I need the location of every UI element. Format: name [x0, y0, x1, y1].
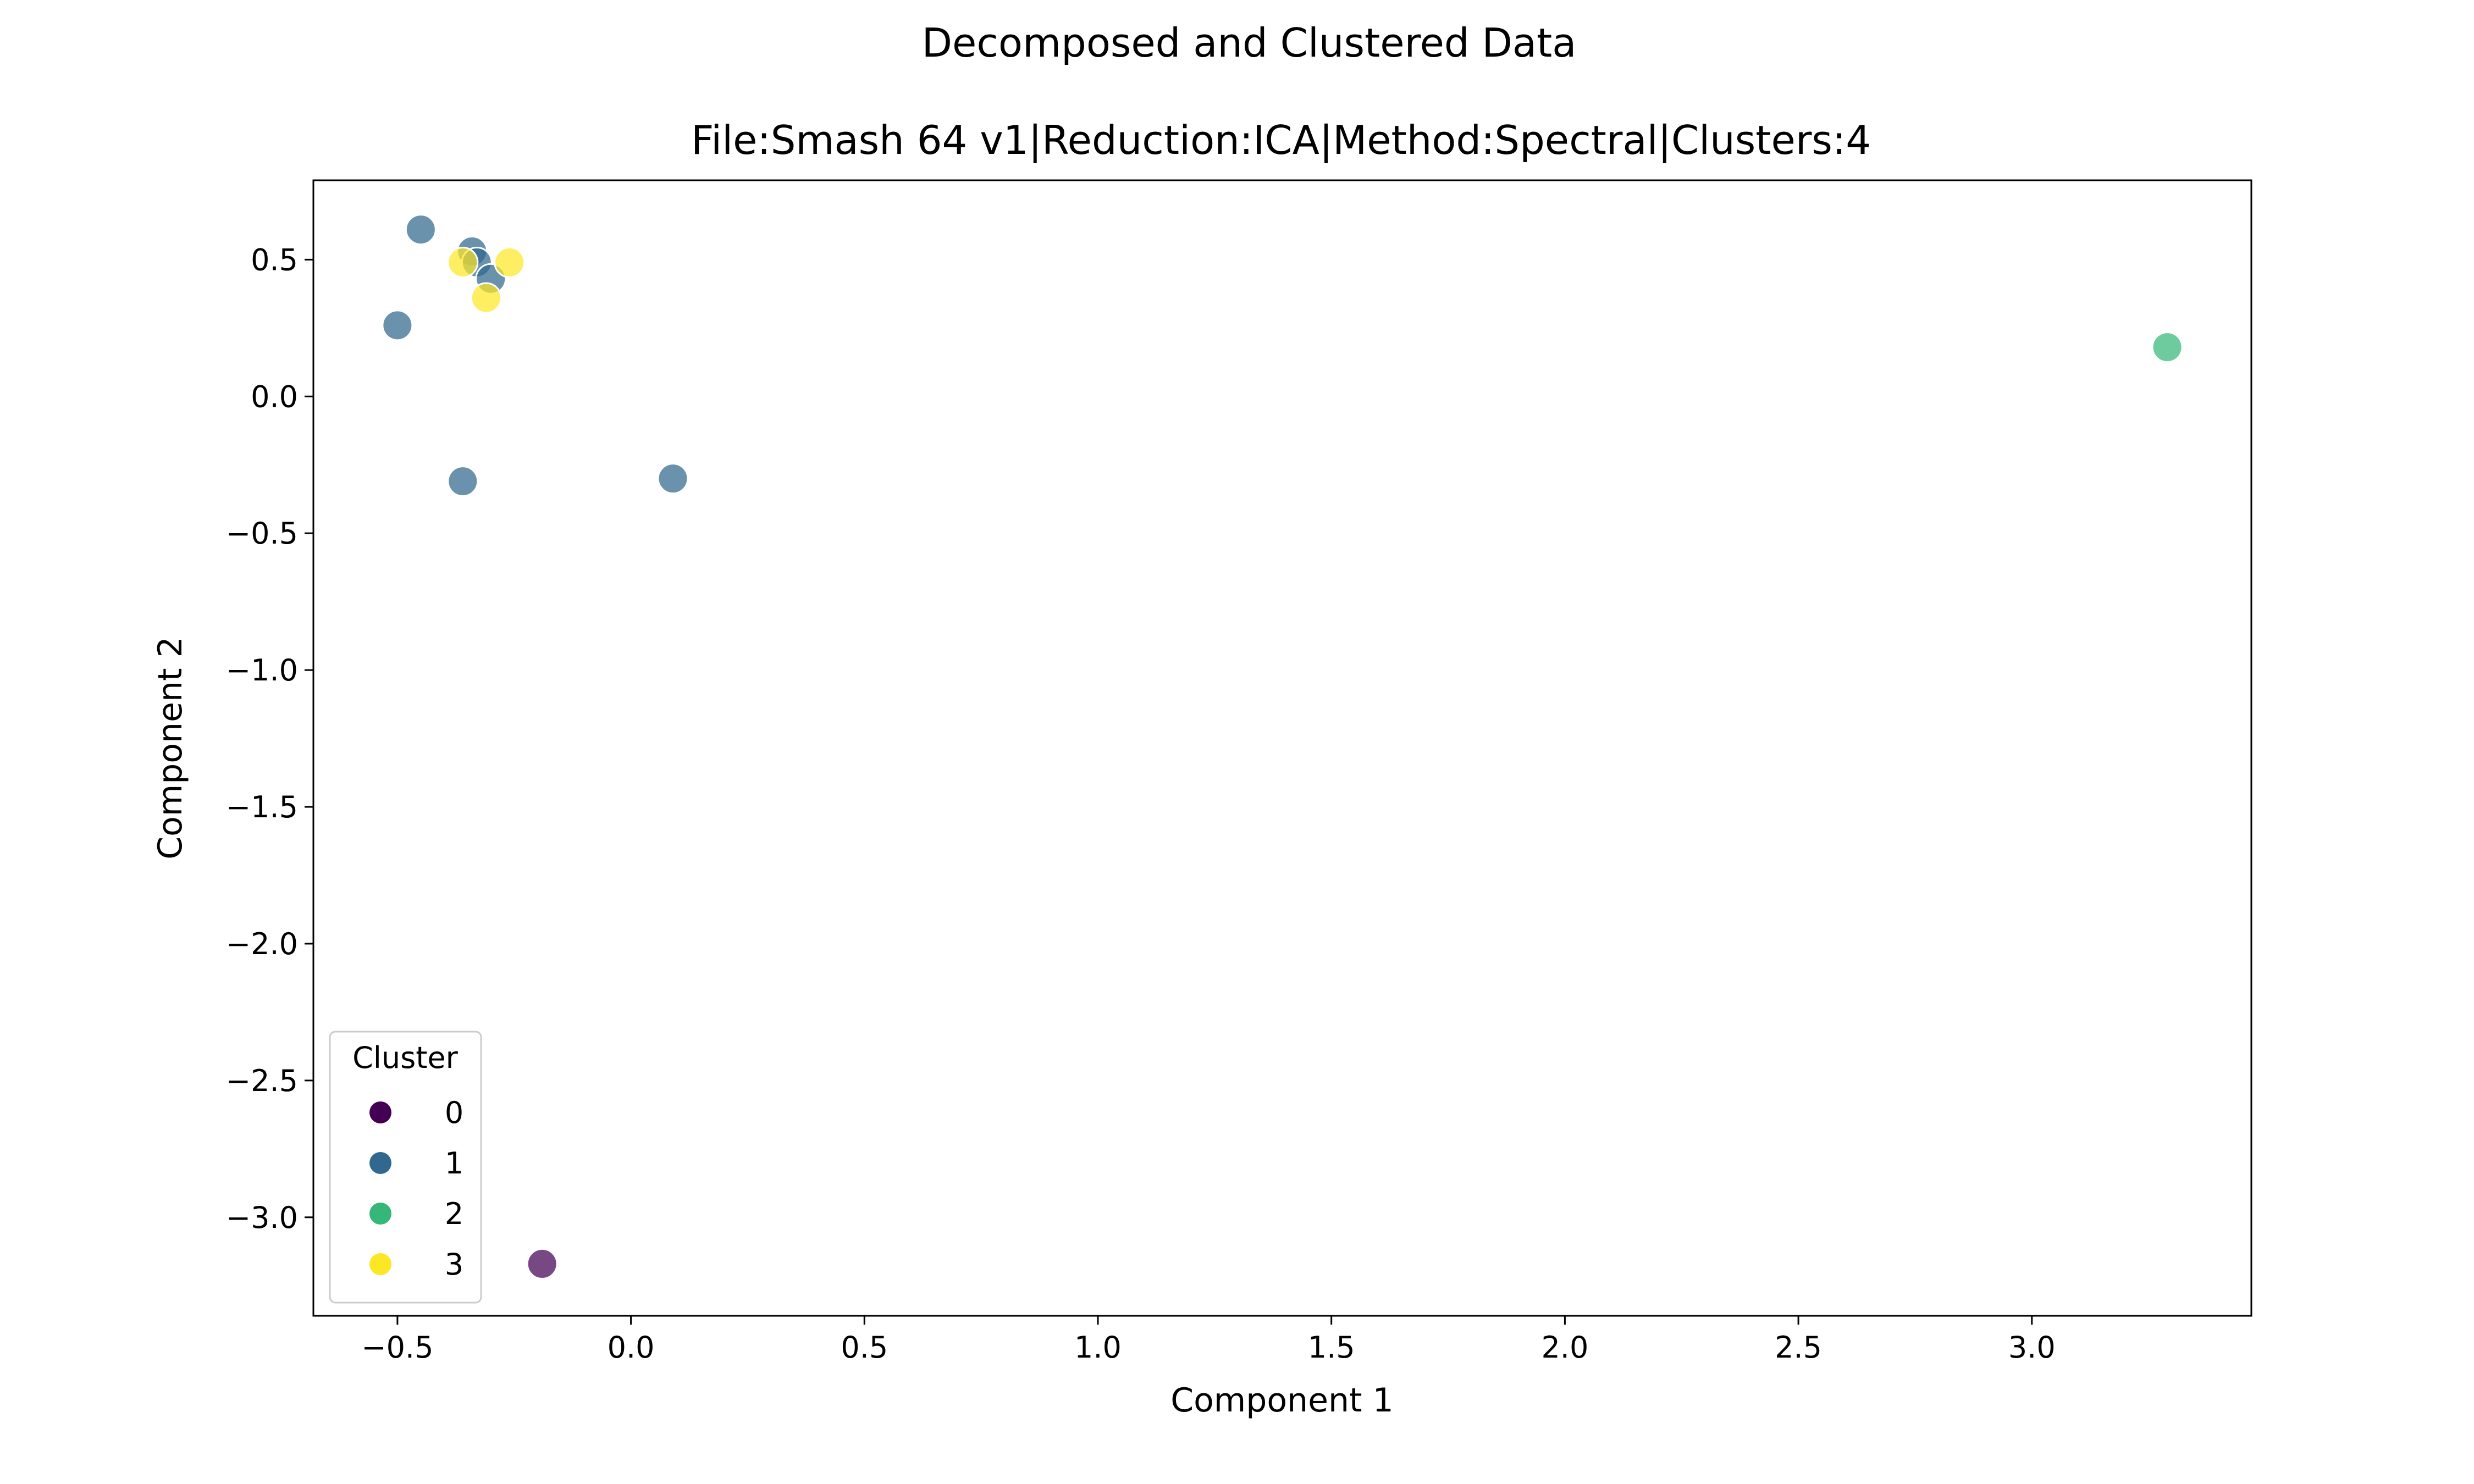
y-tick-label: −3.0	[226, 1200, 298, 1235]
data-point-cluster-3	[470, 282, 502, 314]
legend-marker-0	[369, 1101, 391, 1123]
y-tick-label: 0.5	[251, 242, 298, 277]
data-point-cluster-0	[526, 1248, 558, 1280]
x-tick-label: 3.0	[2008, 1330, 2056, 1365]
x-axis-label: Component 1	[1170, 1381, 1394, 1420]
legend: Cluster 0 1 2 3	[329, 1031, 482, 1304]
x-tick-label: 1.5	[1308, 1330, 1355, 1365]
plot-frame	[312, 179, 2252, 1317]
data-point-cluster-1	[382, 309, 413, 341]
points-layer	[382, 214, 2183, 1280]
legend-box	[329, 1031, 482, 1304]
x-tick-label: 0.5	[841, 1330, 888, 1365]
legend-label-2: 2	[445, 1197, 463, 1231]
x-tick-label: 1.0	[1074, 1330, 1122, 1365]
data-point-cluster-3	[494, 246, 526, 278]
data-point-cluster-1	[657, 463, 689, 495]
y-tick-label: −1.0	[226, 653, 298, 688]
data-point-cluster-3	[447, 246, 479, 278]
x-tick-label: 2.0	[1541, 1330, 1588, 1365]
legend-label-3: 3	[445, 1247, 463, 1282]
x-tick-label: 0.0	[608, 1330, 655, 1365]
legend-marker-1	[369, 1152, 391, 1174]
legend-label-1: 1	[445, 1146, 463, 1181]
data-point-cluster-2	[2151, 331, 2183, 363]
chart-title: File:Smash 64 v1|Reduction:ICA|Method:Sp…	[691, 117, 1871, 164]
legend-label-0: 0	[445, 1095, 463, 1130]
y-axis-label: Component 2	[151, 636, 190, 860]
y-tick-label: −2.0	[226, 927, 298, 961]
chart-suptitle: Decomposed and Clustered Data	[922, 20, 1577, 66]
y-tick-label: −2.5	[226, 1064, 298, 1098]
legend-title: Cluster	[352, 1040, 458, 1075]
y-axis-ticks: 0.5 0.0 −0.5 −1.0 −1.5 −2.0 −2.5 −3.0	[226, 242, 313, 1235]
legend-marker-2	[369, 1203, 391, 1225]
data-point-cluster-1	[447, 466, 479, 497]
x-axis-ticks: −0.5 0.0 0.5 1.0 1.5 2.0 2.5 3.0	[361, 1316, 2056, 1365]
x-tick-label: −0.5	[361, 1330, 433, 1365]
legend-marker-3	[369, 1253, 391, 1275]
x-tick-label: 2.5	[1775, 1330, 1822, 1365]
y-tick-label: −1.5	[226, 790, 298, 824]
y-tick-label: 0.0	[251, 379, 298, 414]
data-point-cluster-1	[405, 214, 437, 246]
y-tick-label: −0.5	[226, 516, 298, 551]
